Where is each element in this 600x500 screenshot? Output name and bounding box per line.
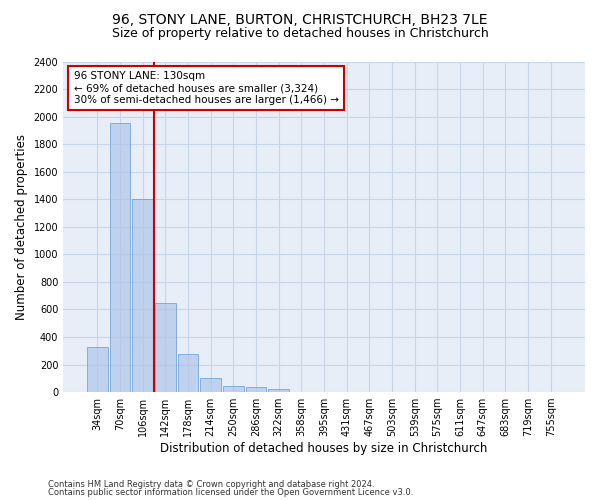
Bar	[200, 378, 221, 392]
Bar	[245, 387, 266, 392]
Text: Contains public sector information licensed under the Open Government Licence v3: Contains public sector information licen…	[48, 488, 413, 497]
Bar	[223, 386, 244, 392]
Bar	[155, 302, 176, 392]
Text: Contains HM Land Registry data © Crown copyright and database right 2024.: Contains HM Land Registry data © Crown c…	[48, 480, 374, 489]
Text: 96, STONY LANE, BURTON, CHRISTCHURCH, BH23 7LE: 96, STONY LANE, BURTON, CHRISTCHURCH, BH…	[112, 12, 488, 26]
Text: 96 STONY LANE: 130sqm
← 69% of detached houses are smaller (3,324)
30% of semi-d: 96 STONY LANE: 130sqm ← 69% of detached …	[74, 72, 338, 104]
Text: Size of property relative to detached houses in Christchurch: Size of property relative to detached ho…	[112, 28, 488, 40]
Bar	[178, 354, 199, 392]
Bar	[268, 388, 289, 392]
Bar	[87, 348, 108, 392]
Bar	[110, 124, 130, 392]
Y-axis label: Number of detached properties: Number of detached properties	[15, 134, 28, 320]
X-axis label: Distribution of detached houses by size in Christchurch: Distribution of detached houses by size …	[160, 442, 488, 455]
Bar	[132, 199, 153, 392]
